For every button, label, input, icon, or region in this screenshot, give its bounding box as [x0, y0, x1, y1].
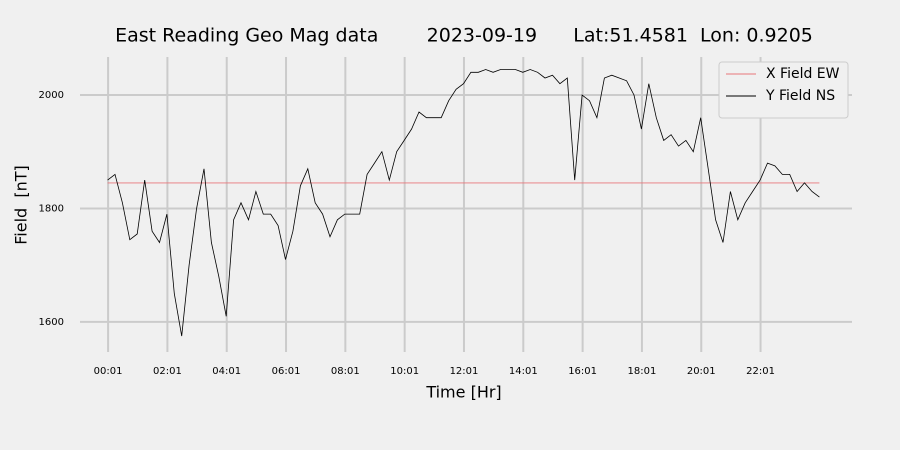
y-tick-label: 2000 [39, 90, 64, 101]
x-axis-label: Time [Hr] [425, 383, 501, 402]
legend-box [718, 61, 849, 119]
x-tick-label: 12:01 [450, 366, 479, 377]
chart-title: East Reading Geo Mag data 2023-09-19 Lat… [115, 25, 813, 47]
x-tick-label: 08:01 [331, 366, 360, 377]
x-tick-label: 06:01 [272, 366, 301, 377]
x-tick-label: 04:01 [212, 366, 241, 377]
x-tick-label: 22:01 [746, 366, 775, 377]
x-tick-label: 18:01 [628, 366, 657, 377]
x-tick-label: 00:01 [94, 366, 123, 377]
x-tick-label: 20:01 [687, 366, 716, 377]
y-tick-label: 1800 [39, 203, 64, 214]
legend-label: Y Field NS [765, 88, 835, 104]
x-tick-label: 16:01 [568, 366, 597, 377]
y-tick-label: 1600 [39, 317, 64, 328]
x-tick-label: 02:01 [153, 366, 182, 377]
legend-label: X Field EW [766, 66, 840, 82]
y-axis-label: Field [nT] [12, 165, 31, 245]
data-line [107, 69, 820, 337]
x-tick-label: 10:01 [390, 366, 419, 377]
x-tick-label: 14:01 [509, 366, 538, 377]
